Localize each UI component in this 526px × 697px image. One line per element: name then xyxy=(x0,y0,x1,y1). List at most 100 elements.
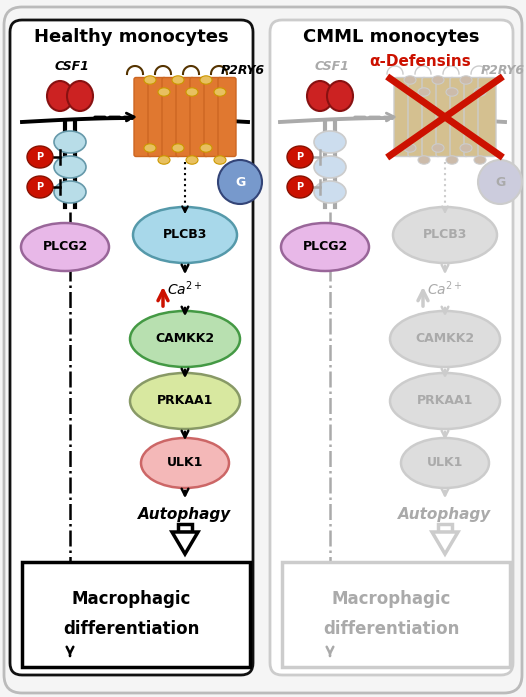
FancyBboxPatch shape xyxy=(190,77,208,157)
Ellipse shape xyxy=(287,176,313,198)
Ellipse shape xyxy=(432,144,444,152)
FancyBboxPatch shape xyxy=(134,77,152,157)
FancyBboxPatch shape xyxy=(204,77,222,157)
Polygon shape xyxy=(432,532,458,554)
Text: PLCG2: PLCG2 xyxy=(302,240,348,254)
Text: PLCB3: PLCB3 xyxy=(423,229,467,241)
FancyBboxPatch shape xyxy=(4,7,522,693)
Text: α-Defensins: α-Defensins xyxy=(369,54,471,70)
Ellipse shape xyxy=(144,144,156,152)
FancyBboxPatch shape xyxy=(148,77,166,157)
Ellipse shape xyxy=(460,76,472,84)
FancyBboxPatch shape xyxy=(10,20,253,675)
Ellipse shape xyxy=(200,144,212,152)
Text: CSF1: CSF1 xyxy=(55,61,89,73)
Ellipse shape xyxy=(214,156,226,164)
Ellipse shape xyxy=(186,88,198,96)
Text: G: G xyxy=(495,176,505,188)
Ellipse shape xyxy=(172,76,184,84)
Ellipse shape xyxy=(446,156,458,164)
Ellipse shape xyxy=(27,146,53,168)
Text: CSF1: CSF1 xyxy=(315,61,349,73)
FancyBboxPatch shape xyxy=(218,77,236,157)
Text: P: P xyxy=(297,182,304,192)
Text: P: P xyxy=(36,152,44,162)
Ellipse shape xyxy=(314,181,346,203)
FancyBboxPatch shape xyxy=(478,77,496,157)
Ellipse shape xyxy=(130,373,240,429)
Ellipse shape xyxy=(327,81,353,111)
Text: G: G xyxy=(235,176,245,188)
Text: P2RY6: P2RY6 xyxy=(481,63,525,77)
Ellipse shape xyxy=(314,156,346,178)
Ellipse shape xyxy=(54,181,86,203)
Ellipse shape xyxy=(404,76,416,84)
Text: CMML monocytes: CMML monocytes xyxy=(303,28,479,46)
Ellipse shape xyxy=(474,156,486,164)
Ellipse shape xyxy=(390,311,500,367)
FancyBboxPatch shape xyxy=(438,524,452,532)
Ellipse shape xyxy=(460,144,472,152)
Ellipse shape xyxy=(67,81,93,111)
Text: PLCG2: PLCG2 xyxy=(43,240,88,254)
Text: ULK1: ULK1 xyxy=(427,457,463,470)
Ellipse shape xyxy=(214,88,226,96)
FancyBboxPatch shape xyxy=(22,562,250,667)
Ellipse shape xyxy=(27,176,53,198)
FancyBboxPatch shape xyxy=(394,77,412,157)
FancyBboxPatch shape xyxy=(162,77,180,157)
Text: P: P xyxy=(297,152,304,162)
Ellipse shape xyxy=(21,223,109,271)
FancyBboxPatch shape xyxy=(176,77,194,157)
Ellipse shape xyxy=(314,131,346,153)
Ellipse shape xyxy=(281,223,369,271)
Ellipse shape xyxy=(432,76,444,84)
FancyBboxPatch shape xyxy=(282,562,510,667)
FancyBboxPatch shape xyxy=(270,20,513,675)
Text: CAMKK2: CAMKK2 xyxy=(416,332,474,346)
FancyBboxPatch shape xyxy=(464,77,482,157)
Ellipse shape xyxy=(141,438,229,488)
Polygon shape xyxy=(172,532,198,554)
Text: Autophagy: Autophagy xyxy=(398,507,492,521)
Ellipse shape xyxy=(307,81,333,111)
Ellipse shape xyxy=(186,156,198,164)
Ellipse shape xyxy=(474,88,486,96)
Text: PLCB3: PLCB3 xyxy=(163,229,207,241)
Text: CAMKK2: CAMKK2 xyxy=(156,332,215,346)
Ellipse shape xyxy=(130,311,240,367)
Text: Macrophagic: Macrophagic xyxy=(72,590,191,608)
Ellipse shape xyxy=(54,156,86,178)
Ellipse shape xyxy=(393,207,497,263)
Ellipse shape xyxy=(172,144,184,152)
FancyBboxPatch shape xyxy=(408,77,426,157)
Text: Autophagy: Autophagy xyxy=(138,507,231,521)
Ellipse shape xyxy=(478,160,522,204)
Ellipse shape xyxy=(47,81,73,111)
Ellipse shape xyxy=(287,146,313,168)
Text: ULK1: ULK1 xyxy=(167,457,203,470)
Text: P2RY6: P2RY6 xyxy=(221,63,265,77)
Text: differentiation: differentiation xyxy=(323,620,459,638)
Text: Healthy monocytes: Healthy monocytes xyxy=(34,28,228,46)
FancyBboxPatch shape xyxy=(436,77,454,157)
FancyBboxPatch shape xyxy=(450,77,468,157)
Text: P: P xyxy=(36,182,44,192)
Ellipse shape xyxy=(404,144,416,152)
Ellipse shape xyxy=(418,156,430,164)
Ellipse shape xyxy=(200,76,212,84)
Text: $Ca^{2+}$: $Ca^{2+}$ xyxy=(167,279,203,298)
Text: differentiation: differentiation xyxy=(63,620,199,638)
Ellipse shape xyxy=(390,373,500,429)
FancyBboxPatch shape xyxy=(178,524,192,532)
Ellipse shape xyxy=(218,160,262,204)
Text: $Ca^{2+}$: $Ca^{2+}$ xyxy=(427,279,463,298)
Text: PRKAA1: PRKAA1 xyxy=(417,395,473,408)
Ellipse shape xyxy=(401,438,489,488)
Ellipse shape xyxy=(418,88,430,96)
Text: Macrophagic: Macrophagic xyxy=(331,590,451,608)
Ellipse shape xyxy=(54,131,86,153)
Ellipse shape xyxy=(158,156,170,164)
Text: PRKAA1: PRKAA1 xyxy=(157,395,213,408)
Ellipse shape xyxy=(133,207,237,263)
